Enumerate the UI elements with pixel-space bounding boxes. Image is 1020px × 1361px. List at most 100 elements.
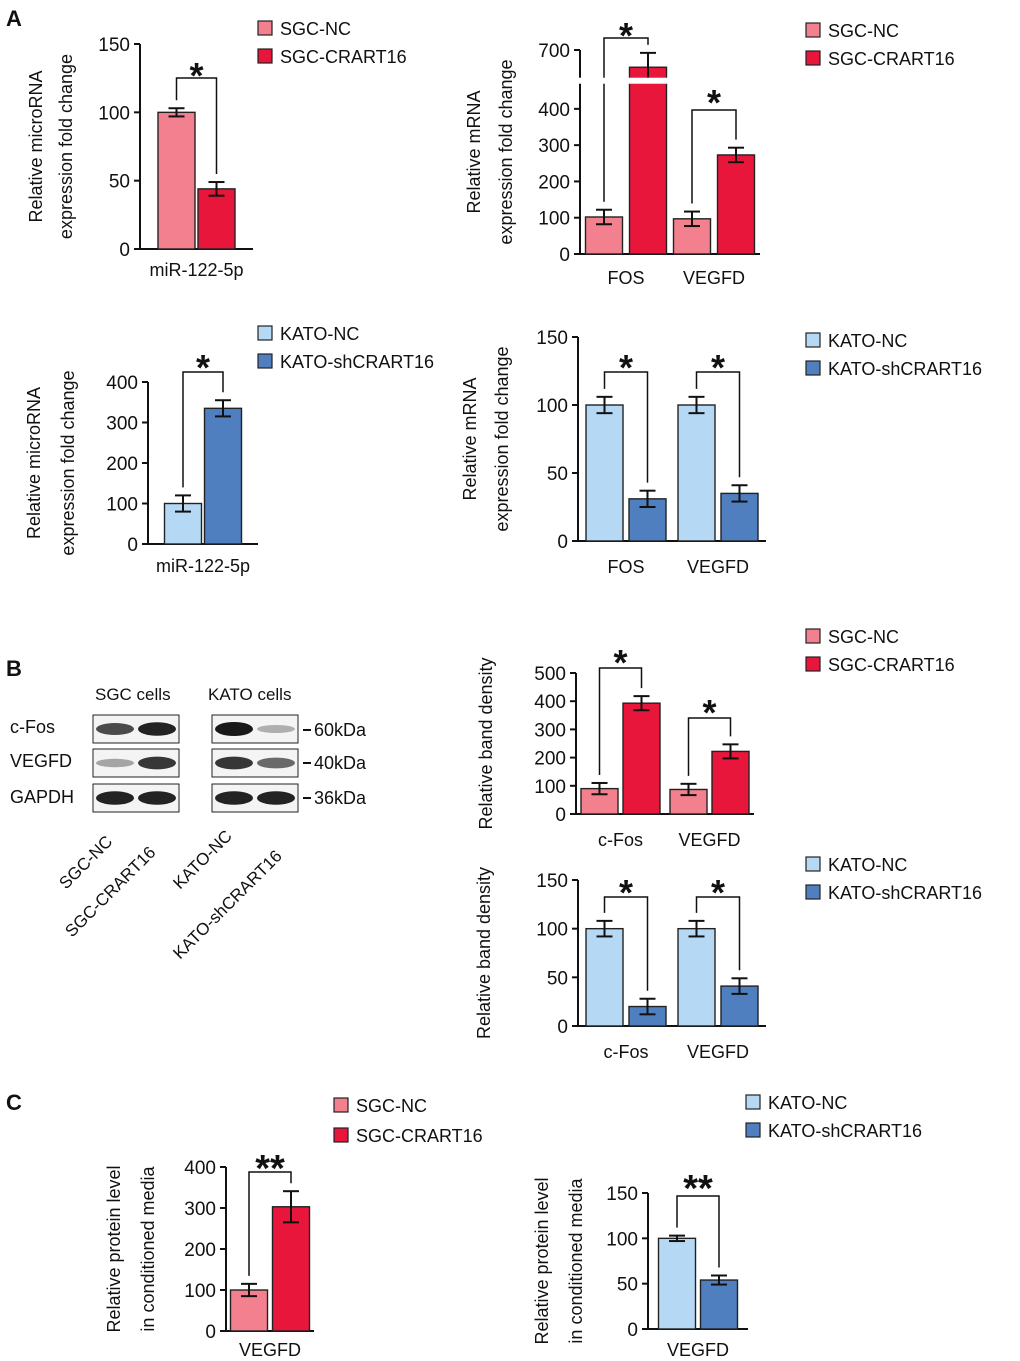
blot-band bbox=[257, 791, 295, 805]
y-axis-label: expression fold change bbox=[56, 54, 76, 239]
y-axis-label: expression fold change bbox=[496, 59, 516, 244]
bar bbox=[677, 404, 716, 542]
significance-bracket bbox=[603, 37, 649, 202]
y-tick-label: 150 bbox=[606, 1184, 638, 1205]
blot-band bbox=[96, 791, 134, 805]
y-tick-label: 500 bbox=[534, 664, 566, 685]
blot-band bbox=[138, 756, 176, 770]
significance-bracket bbox=[248, 1171, 292, 1276]
legend-label: KATO-shCRART16 bbox=[280, 352, 434, 372]
significance-bracket bbox=[691, 109, 737, 204]
y-tick-label: 100 bbox=[606, 1229, 638, 1250]
y-tick-label: 150 bbox=[536, 871, 568, 892]
y-tick-label: 0 bbox=[205, 1322, 216, 1343]
y-tick-label: 0 bbox=[627, 1320, 638, 1341]
blot-protein-label: c-Fos bbox=[10, 717, 55, 737]
y-tick-label: 400 bbox=[106, 373, 138, 394]
significance-star: ** bbox=[683, 1168, 713, 1210]
chart-a1: 0 50 100 150 Relative microRNA expression fol… bbox=[26, 19, 407, 280]
x-tick-label: FOS bbox=[607, 268, 644, 288]
y-axis-label: Relative mRNA bbox=[464, 90, 484, 213]
y-tick-label: 300 bbox=[184, 1199, 216, 1220]
y-axis-label: Relative microRNA bbox=[26, 70, 46, 222]
bar bbox=[203, 407, 243, 545]
western-blot: SGC cells KATO cells c-Fos VEGFD GAPDH 6… bbox=[10, 685, 367, 963]
y-tick-label: 200 bbox=[534, 749, 566, 770]
legend-label: KATO-NC bbox=[828, 331, 907, 351]
y-tick-label: 300 bbox=[106, 414, 138, 435]
blot-protein-label: GAPDH bbox=[10, 787, 74, 807]
bar bbox=[585, 404, 624, 542]
y-tick-label: 400 bbox=[184, 1158, 216, 1179]
legend-label: KATO-NC bbox=[280, 324, 359, 344]
axis-break bbox=[572, 77, 762, 84]
legend-label: SGC-NC bbox=[828, 627, 899, 647]
legend-label: KATO-NC bbox=[768, 1093, 847, 1113]
legend-swatch bbox=[805, 884, 821, 900]
significance-bracket bbox=[598, 667, 643, 775]
legend-swatch bbox=[257, 20, 273, 36]
y-tick-label: 0 bbox=[119, 240, 130, 261]
x-tick-label: c-Fos bbox=[604, 1042, 649, 1062]
chart-c2: 0 50 100 150 Relative protein level in condit… bbox=[532, 1093, 922, 1360]
legend-swatch bbox=[745, 1094, 761, 1110]
bar bbox=[271, 1206, 311, 1332]
y-tick-label: 0 bbox=[557, 532, 568, 553]
blot-band bbox=[96, 723, 134, 735]
y-tick-label: 50 bbox=[547, 464, 568, 485]
legend-label: SGC-NC bbox=[828, 21, 899, 41]
y-axis-label: expression fold change bbox=[58, 370, 78, 555]
significance-bracket bbox=[182, 371, 224, 488]
bar bbox=[699, 1279, 739, 1330]
blot-band bbox=[215, 791, 253, 805]
y-axis-label: Relative band density bbox=[474, 867, 494, 1039]
significance-star: * bbox=[711, 347, 725, 388]
y-tick-label: 300 bbox=[534, 720, 566, 741]
x-tick-label: VEGFD bbox=[687, 557, 749, 577]
legend-swatch bbox=[805, 22, 821, 38]
y-tick-label: 100 bbox=[536, 920, 568, 941]
legend-swatch bbox=[805, 656, 821, 672]
significance-star: * bbox=[619, 347, 633, 388]
legend-label: SGC-NC bbox=[356, 1096, 427, 1116]
blot-band bbox=[215, 722, 253, 736]
y-tick-label: 100 bbox=[538, 209, 570, 230]
y-axis-label: Relative mRNA bbox=[460, 377, 480, 500]
panel-label-b: B bbox=[6, 656, 22, 681]
significance-bracket bbox=[695, 371, 741, 478]
legend-swatch bbox=[805, 856, 821, 872]
blot-group-title-kato: KATO cells bbox=[208, 685, 291, 704]
legend-swatch bbox=[745, 1122, 761, 1138]
significance-bracket bbox=[676, 1195, 720, 1268]
legend-swatch bbox=[805, 332, 821, 348]
y-tick-label: 100 bbox=[536, 396, 568, 417]
x-tick-label: miR-122-5p bbox=[149, 260, 243, 280]
legend-label: KATO-shCRART16 bbox=[828, 883, 982, 903]
x-tick-label: VEGFD bbox=[683, 268, 745, 288]
significance-star: * bbox=[702, 692, 716, 733]
legend-swatch bbox=[805, 628, 821, 644]
y-tick-label: 0 bbox=[555, 805, 566, 826]
legend-label: SGC-NC bbox=[280, 19, 351, 39]
significance-star: * bbox=[619, 15, 633, 56]
chart-a2: 0 100 200 300 400 700 Relative mRNA expression … bbox=[464, 15, 955, 288]
legend-label: SGC-CRART16 bbox=[280, 47, 407, 67]
y-axis-label: expression fold change bbox=[492, 346, 512, 531]
significance-star: * bbox=[711, 872, 725, 913]
significance-star: * bbox=[619, 872, 633, 913]
x-tick-label: VEGFD bbox=[667, 1340, 729, 1360]
bar bbox=[716, 154, 756, 255]
y-axis-label: Relative band density bbox=[476, 657, 496, 829]
legend-swatch bbox=[257, 48, 273, 64]
blot-band bbox=[138, 791, 176, 805]
significance-star: ** bbox=[255, 1148, 285, 1190]
significance-bracket bbox=[603, 896, 649, 991]
blot-band bbox=[96, 758, 134, 768]
blot-protein-label: VEGFD bbox=[10, 751, 72, 771]
bar bbox=[677, 927, 716, 1027]
y-tick-label: 200 bbox=[106, 454, 138, 475]
blot-band bbox=[257, 725, 295, 733]
legend-label: KATO-shCRART16 bbox=[828, 359, 982, 379]
significance-star: * bbox=[196, 347, 210, 388]
legend-swatch bbox=[257, 325, 273, 341]
